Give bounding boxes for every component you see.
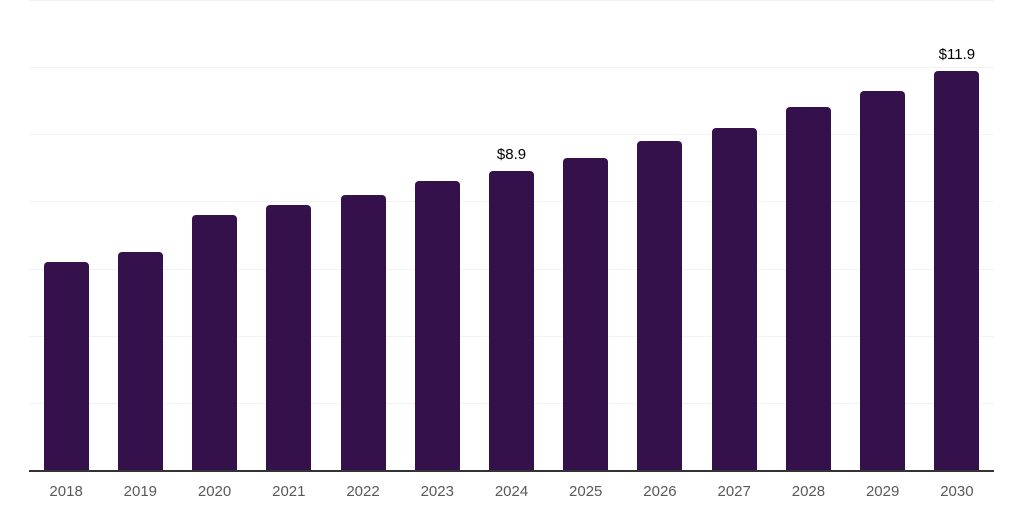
x-tick-label-2018: 2018 [49,483,83,500]
bar-2022[interactable] [340,194,386,470]
y-gridline [29,0,994,1]
y-gridline [29,67,994,69]
x-tick-label-2026: 2026 [643,483,677,500]
x-tick-label-2028: 2028 [791,483,826,500]
bar-value-label-2024: $8.9 [496,146,527,164]
x-tick-label-2027: 2027 [717,483,751,500]
bar-2023[interactable] [414,181,460,470]
bar-2021[interactable] [266,204,312,470]
x-tick-label-2025: 2025 [569,483,603,500]
bar-2025[interactable] [563,157,609,470]
x-tick-label-2023: 2023 [420,483,454,500]
y-gridline [29,134,994,136]
x-tick-label-2030: 2030 [940,483,974,500]
bar-2029[interactable] [860,90,906,470]
bar-2027[interactable] [711,127,757,470]
bar-2026[interactable] [637,141,683,470]
x-tick-label-2019: 2019 [123,483,158,500]
bar-2020[interactable] [192,214,238,470]
x-axis-line [29,470,994,472]
bar-2030[interactable] [934,70,980,470]
bar-2028[interactable] [785,107,831,470]
x-tick-label-2020: 2020 [197,483,232,500]
x-tick-label-2029: 2029 [865,483,900,500]
x-tick-label-2021: 2021 [272,483,306,500]
bar-value-label-2030: $11.9 [938,45,976,63]
bar-2024[interactable] [489,171,534,470]
x-tick-label-2024: 2024 [494,483,529,500]
bar-2018[interactable] [43,261,89,470]
bar-2019[interactable] [117,251,163,470]
x-tick-label-2022: 2022 [346,483,380,500]
